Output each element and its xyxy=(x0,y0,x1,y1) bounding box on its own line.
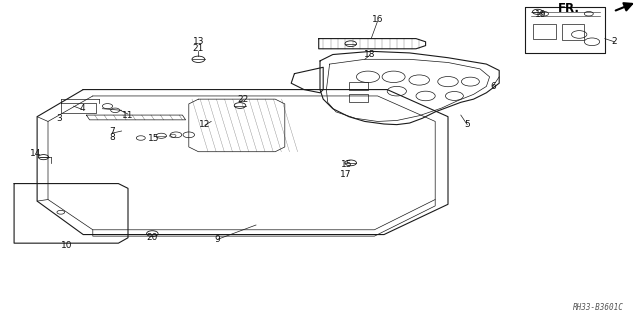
Text: 17: 17 xyxy=(340,169,351,179)
Text: 5: 5 xyxy=(465,120,470,129)
Text: 14: 14 xyxy=(29,149,41,158)
Text: 18: 18 xyxy=(364,50,376,59)
Text: 12: 12 xyxy=(199,120,211,129)
Bar xyxy=(349,82,368,90)
Text: 10: 10 xyxy=(61,241,73,250)
Text: 3: 3 xyxy=(56,114,61,123)
Text: 20: 20 xyxy=(147,233,158,242)
Text: 22: 22 xyxy=(237,95,249,104)
Bar xyxy=(562,24,584,40)
Text: RH33-B3601C: RH33-B3601C xyxy=(573,303,624,312)
Text: 9: 9 xyxy=(215,235,220,244)
Text: 11: 11 xyxy=(122,111,134,120)
Text: 16: 16 xyxy=(372,15,383,24)
Text: 4: 4 xyxy=(79,104,84,113)
Text: 2: 2 xyxy=(612,37,617,46)
Text: 15: 15 xyxy=(148,134,159,143)
Text: 15: 15 xyxy=(341,160,353,169)
Text: 21: 21 xyxy=(193,44,204,53)
Text: 7: 7 xyxy=(109,127,115,136)
Text: 19: 19 xyxy=(535,10,547,19)
Text: FR.: FR. xyxy=(558,2,580,15)
Text: 13: 13 xyxy=(193,37,204,46)
Text: 8: 8 xyxy=(109,133,115,142)
Bar xyxy=(349,94,368,102)
Bar xyxy=(533,24,556,39)
Text: 6: 6 xyxy=(490,82,495,91)
